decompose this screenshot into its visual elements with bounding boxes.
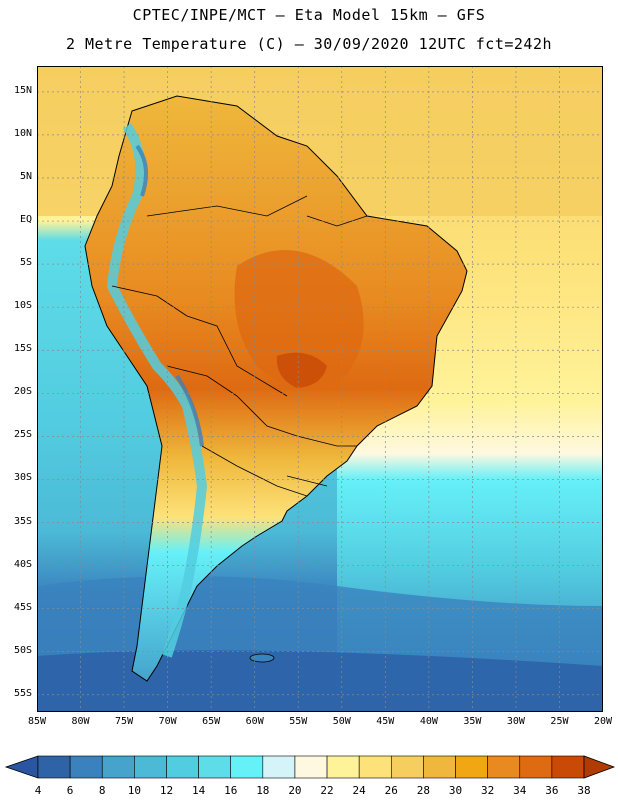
lon-label: 40W [419, 716, 438, 727]
lat-label: 20S [13, 386, 32, 398]
lon-label: 70W [158, 716, 177, 727]
colorbar-swatch [198, 755, 232, 779]
colorbar-low-arrow [4, 755, 39, 779]
colorbar-tick-label: 22 [320, 784, 334, 797]
colorbar-swatch [101, 755, 135, 779]
lon-label: 45W [376, 716, 395, 727]
temperature-map [37, 66, 603, 712]
colorbar-tick-label: 8 [98, 784, 106, 797]
lon-label: 65W [202, 716, 221, 727]
colorbar-swatch [37, 755, 71, 779]
colorbar-swatch [390, 755, 424, 779]
colorbar-swatch [487, 755, 521, 779]
colorbar-tick-label: 30 [448, 784, 463, 797]
lon-label: 20W [593, 716, 613, 727]
colorbar-high-arrow [583, 755, 616, 779]
south-america-land [84, 95, 468, 682]
colorbar-tick-label: 28 [416, 784, 431, 797]
colorbar-swatch [551, 755, 585, 779]
colorbar-tick-label: 18 [256, 784, 270, 797]
colorbar-swatch [326, 755, 360, 779]
country-borders [111, 195, 368, 497]
colorbar-tick-label: 26 [384, 784, 398, 797]
colorbar-swatch [519, 755, 553, 779]
colorbar-tick-label: 34 [513, 784, 527, 797]
lat-label: 15N [13, 84, 32, 96]
andes-ridge [106, 123, 208, 658]
hot-core-brazil [234, 250, 364, 389]
lon-label: 55W [289, 716, 308, 727]
colorbar-swatch [358, 755, 392, 779]
lat-label: 50S [13, 644, 32, 656]
colorbar-swatch [166, 755, 199, 779]
lon-label: 35W [463, 716, 482, 727]
lat-label: 5N [19, 170, 32, 182]
lat-label: 10N [13, 127, 32, 139]
colorbar-tick-label: 24 [352, 784, 366, 797]
lat-lon-grid [37, 66, 603, 712]
falkland-islands [249, 653, 275, 663]
lat-label: 15S [13, 343, 32, 355]
title-line-2: 2 Metre Temperature (C) – 30/09/2020 12U… [65, 35, 553, 53]
colorbar-swatch [69, 755, 103, 779]
lat-label: 55S [13, 687, 32, 699]
lat-label: 40S [13, 558, 32, 570]
colorbar-tick-label: 14 [191, 784, 206, 797]
lon-label: 80W [71, 716, 90, 727]
lat-label: 30S [13, 472, 32, 484]
colorbar-tick-label: 32 [481, 784, 495, 797]
colorbar-swatch [230, 755, 264, 779]
colorbar-tick-label: 20 [288, 784, 302, 797]
lon-label: 60W [245, 716, 264, 727]
colorbar-tick-label: 36 [545, 784, 559, 797]
colorbar [4, 755, 616, 779]
colorbar-tick-label: 16 [224, 784, 238, 797]
lat-label: EQ [19, 214, 32, 226]
colorbar-swatch [455, 755, 488, 779]
lon-label: 50W [332, 716, 351, 727]
lat-label: 5S [19, 257, 32, 269]
lat-label: 25S [13, 429, 32, 441]
colorbar-tick-label: 12 [159, 784, 174, 797]
lat-label: 45S [13, 601, 32, 613]
colorbar-tick-label: 4 [34, 784, 42, 797]
colorbar-swatch [134, 755, 167, 779]
colorbar-swatch [262, 755, 296, 779]
lat-label: 10S [13, 300, 32, 312]
lon-label: 85W [27, 716, 47, 727]
southern-ocean-band-deep [37, 650, 603, 712]
lon-label: 30W [506, 716, 525, 727]
lat-label: 35S [13, 515, 32, 527]
andes-ridge-highs [135, 144, 204, 447]
colorbar-tick-label: 10 [127, 784, 141, 797]
colorbar-swatch [294, 755, 328, 779]
colorbar-swatch [423, 755, 456, 779]
colorbar-tick-label: 6 [66, 784, 74, 797]
colorbar-tick-label: 38 [577, 784, 591, 797]
lon-label: 25W [550, 716, 569, 727]
hot-core-inner [276, 352, 327, 388]
title-line-1: CPTEC/INPE/MCT – Eta Model 15km – GFS [132, 6, 486, 24]
map-frame [37, 66, 603, 712]
lon-label: 75W [115, 716, 134, 727]
